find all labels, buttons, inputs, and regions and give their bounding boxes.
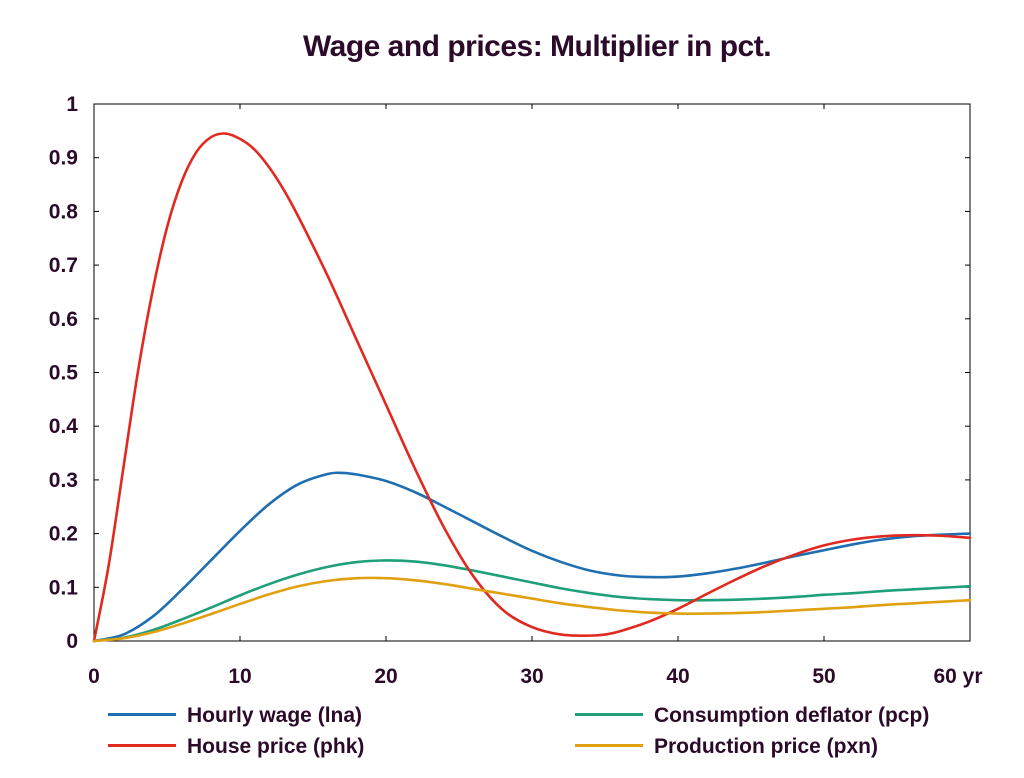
y-tick-label: 0.6	[49, 308, 78, 331]
y-tick-label: 0.9	[49, 147, 78, 170]
chart-title: Wage and prices: Multiplier in pct.	[302, 30, 772, 63]
x-tick-label: 40	[666, 665, 689, 688]
plot-frame	[93, 103, 971, 642]
line-chart: 00.10.20.30.40.50.60.70.80.910 10 20 30 40 50…	[49, 93, 983, 688]
series-line-pxn	[92, 576, 972, 643]
y-tick-label: 1	[66, 93, 78, 116]
legend-label-lna: Hourly wage (lna)	[187, 704, 363, 727]
legend-label-pcp: Consumption deflator (pcp)	[654, 704, 930, 727]
y-tick-label: 0.7	[49, 254, 78, 277]
y-tick-label: 0	[66, 630, 78, 653]
series-line-phk	[92, 132, 972, 643]
x-tick-label: 0	[88, 665, 100, 688]
y-tick-label: 0.3	[49, 469, 78, 492]
legend-label-phk: House price (phk)	[187, 735, 365, 758]
legend-swatch-phk	[108, 744, 176, 747]
legend-swatch-pcp	[575, 713, 643, 716]
series-line-lna	[92, 471, 972, 643]
y-tick-label: 0.2	[49, 523, 78, 546]
x-tick-label: 10	[228, 665, 251, 688]
y-tick-label: 0.1	[49, 576, 79, 599]
x-tick-label: 60 yr	[933, 665, 982, 688]
x-tick-label: 50	[812, 665, 835, 688]
x-tick-label: 20	[374, 665, 397, 688]
x-tick-label: 30	[520, 665, 543, 688]
axes	[93, 103, 971, 642]
legend-label-pxn: Production price (pxn)	[654, 735, 879, 758]
y-tick-label: 0.5	[49, 362, 79, 385]
tick-labels: 00.10.20.30.40.50.60.70.80.910 10 20 30 40 50…	[49, 93, 983, 688]
y-tick-label: 0.8	[49, 200, 79, 223]
y-tick-label: 0.4	[49, 415, 79, 438]
legend-swatch-pxn	[575, 744, 643, 747]
series-lines	[92, 132, 972, 643]
legend-swatch-lna	[108, 713, 176, 716]
series-line-pcp	[92, 559, 972, 643]
